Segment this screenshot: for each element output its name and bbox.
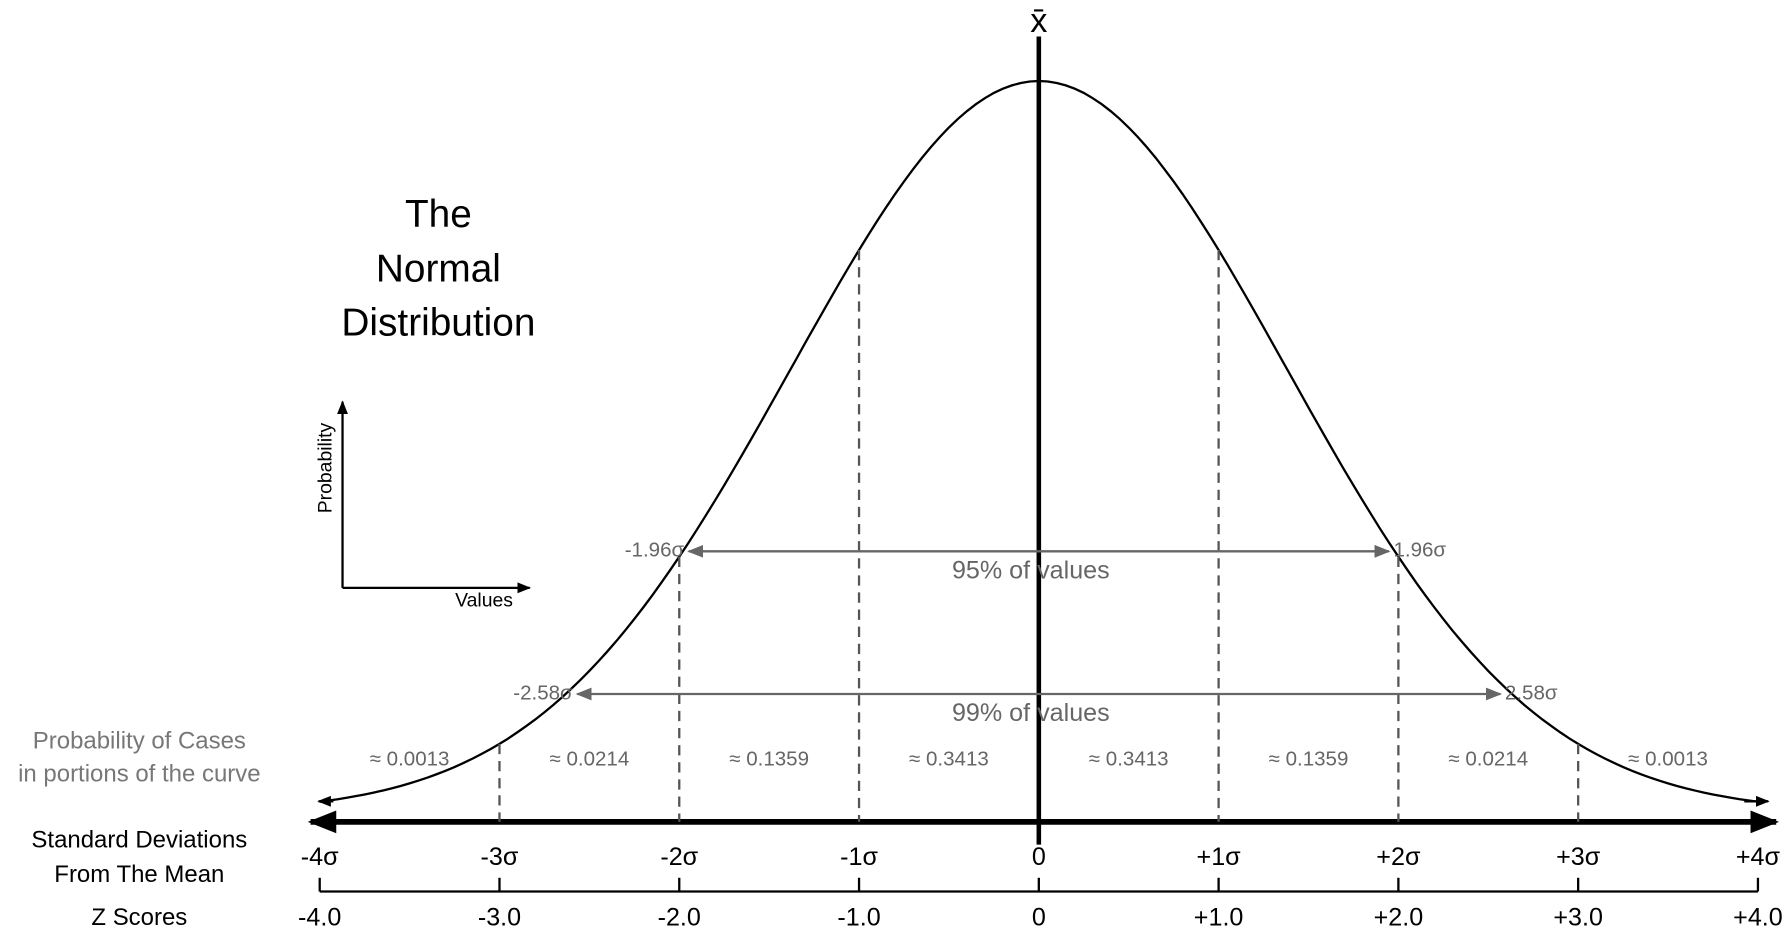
z-label: -3.0 bbox=[478, 904, 521, 932]
title: The bbox=[405, 193, 472, 236]
sd-label: -4σ bbox=[301, 843, 339, 871]
interval-label: 95% of values bbox=[952, 557, 1110, 585]
row-label: in portions of the curve bbox=[18, 760, 261, 787]
title: Distribution bbox=[341, 302, 535, 345]
sd-label: -2σ bbox=[660, 843, 698, 871]
portion-label: ≈ 0.0214 bbox=[1448, 748, 1528, 771]
z-label: +2.0 bbox=[1374, 904, 1424, 932]
z-label: -1.0 bbox=[837, 904, 880, 932]
z-label: -4.0 bbox=[298, 904, 341, 932]
sd-label: 0 bbox=[1032, 843, 1046, 871]
row-label: Standard Deviations bbox=[31, 827, 247, 854]
z-label: +4.0 bbox=[1733, 904, 1783, 932]
row-label: Z Scores bbox=[91, 904, 187, 931]
portion-label: ≈ 0.3413 bbox=[1089, 748, 1169, 771]
z-label: -2.0 bbox=[658, 904, 701, 932]
portion-label: ≈ 0.0214 bbox=[549, 748, 629, 771]
interval-label: 99% of values bbox=[952, 699, 1110, 727]
inset-x-label: Values bbox=[455, 590, 513, 612]
interval-lower: -2.58σ bbox=[513, 681, 573, 704]
sd-label: +3σ bbox=[1556, 843, 1601, 871]
row-label: Probability of Cases bbox=[33, 727, 246, 754]
z-label: 0 bbox=[1032, 904, 1046, 932]
portion-label: ≈ 0.1359 bbox=[729, 748, 809, 771]
sd-label: +4σ bbox=[1736, 843, 1781, 871]
interval-lower: -1.96σ bbox=[625, 539, 685, 562]
z-label: +3.0 bbox=[1553, 904, 1603, 932]
portion-label: ≈ 0.0013 bbox=[370, 748, 450, 771]
z-label: +1.0 bbox=[1194, 904, 1244, 932]
sd-label: +2σ bbox=[1376, 843, 1421, 871]
portion-label: ≈ 0.0013 bbox=[1628, 748, 1708, 771]
sd-label: -3σ bbox=[481, 843, 519, 871]
sd-label: +1σ bbox=[1197, 843, 1242, 871]
bell-curve bbox=[319, 79, 1759, 803]
interval-upper: 2.58σ bbox=[1505, 681, 1558, 704]
interval-upper: 1.96σ bbox=[1393, 539, 1446, 562]
sd-label: -1σ bbox=[840, 843, 878, 871]
portion-label: ≈ 0.1359 bbox=[1269, 748, 1349, 771]
row-label: From The Mean bbox=[54, 861, 224, 888]
inset-y-label: Probability bbox=[315, 422, 337, 513]
portion-label: ≈ 0.3413 bbox=[909, 748, 989, 771]
mean-symbol: x̄ bbox=[1030, 2, 1047, 40]
title: Normal bbox=[376, 247, 501, 290]
